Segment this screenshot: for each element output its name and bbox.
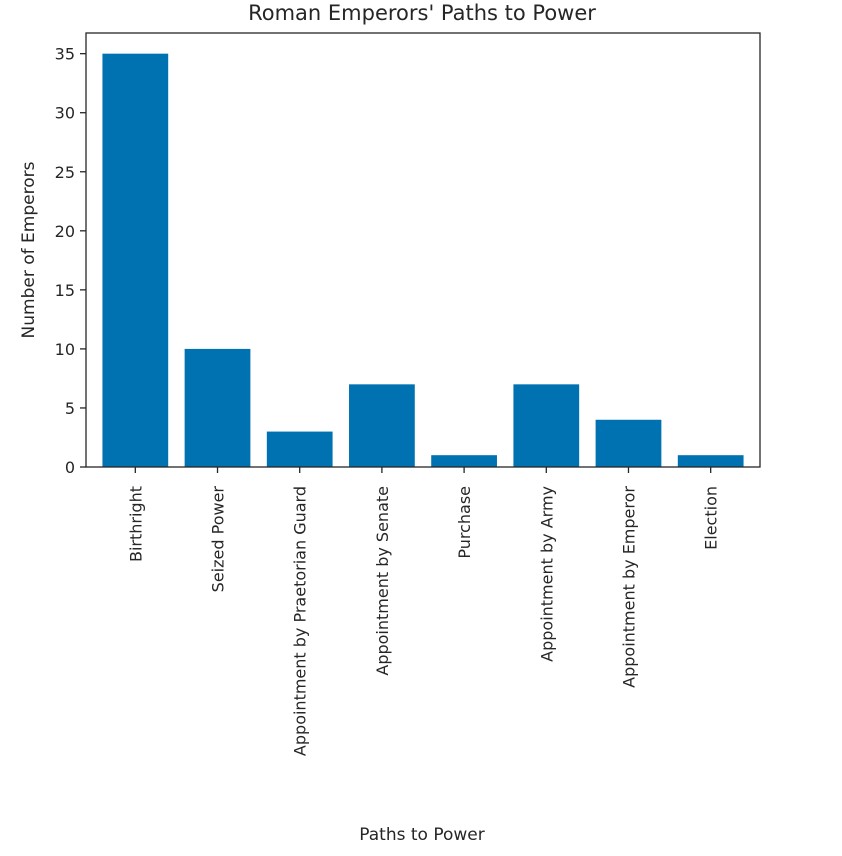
bar-appointment-by-emperor — [595, 419, 662, 467]
bar-purchase — [431, 455, 497, 467]
y-axis-label: Number of Emperors — [19, 161, 39, 338]
x-tick-label-appointment-by-praetorian-guard: Appointment by Praetorian Guard — [291, 486, 310, 756]
x-tick-label-election: Election — [702, 486, 721, 550]
bar-appointment-by-senate — [349, 384, 415, 467]
y-tick-label: 5 — [65, 399, 75, 418]
y-tick-label: 30 — [55, 104, 75, 123]
x-axis: Birthright Seized Power Appointment by Pra… — [126, 467, 721, 756]
bars-layer — [102, 53, 744, 468]
x-tick-label-appointment-by-emperor: Appointment by Emperor — [619, 486, 638, 688]
plot-frame — [85, 32, 761, 468]
x-tick-label-appointment-by-senate: Appointment by Senate — [373, 486, 392, 676]
y-tick-label: 10 — [55, 340, 75, 359]
y-tick-label: 25 — [55, 163, 75, 182]
x-axis-label: Paths to Power — [359, 825, 484, 845]
bar-birthright — [102, 53, 169, 468]
bar-seized-power — [184, 348, 251, 467]
bar-appointment-by-praetorian-guard — [266, 431, 333, 467]
x-tick-label-birthright: Birthright — [126, 486, 145, 562]
y-tick-label: 20 — [55, 222, 75, 241]
y-tick-label: 0 — [65, 458, 75, 477]
bar-election — [677, 455, 744, 467]
y-axis: 0 5 10 15 20 25 30 35 — [55, 45, 86, 477]
x-tick-label-appointment-by-army: Appointment by Army — [537, 486, 556, 662]
y-tick-label: 15 — [55, 281, 75, 300]
bar-appointment-by-army — [513, 384, 580, 467]
chart-title: Roman Emperors' Paths to Power — [248, 1, 596, 25]
y-tick-label: 35 — [55, 45, 75, 64]
x-tick-label-purchase: Purchase — [455, 486, 474, 559]
x-tick-label-seized-power: Seized Power — [209, 486, 228, 593]
